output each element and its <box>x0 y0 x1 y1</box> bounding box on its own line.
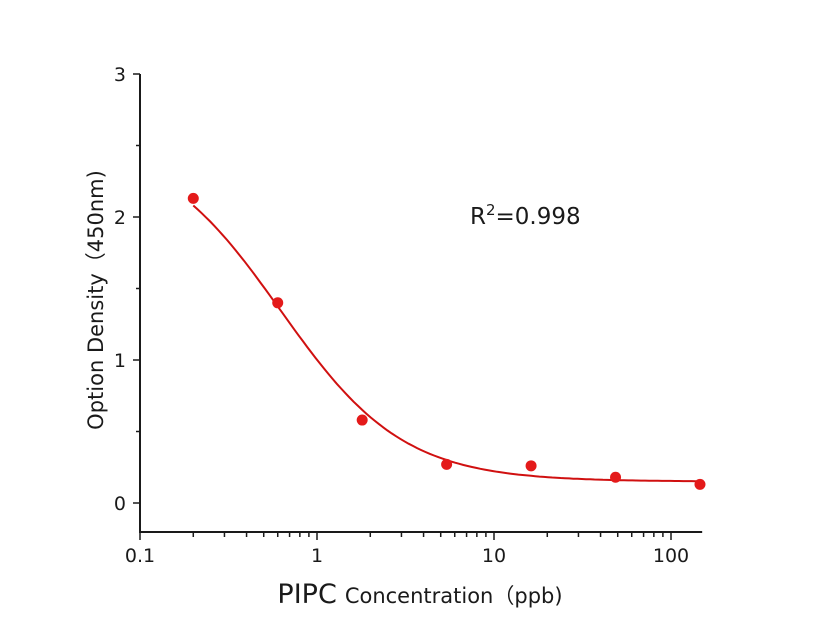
x-tick-label: 0.1 <box>125 545 155 567</box>
y-tick-label: 2 <box>114 207 126 229</box>
r-squared-base: R <box>470 204 486 230</box>
y-tick-label: 0 <box>114 493 126 515</box>
x-axis-title-unit: Concentration（ppb) <box>345 584 563 608</box>
y-axis-title: Option Density（450nm) <box>84 170 108 430</box>
y-tick-label: 1 <box>114 350 126 372</box>
data-point <box>356 414 368 426</box>
data-points <box>187 192 706 490</box>
data-point <box>525 460 537 472</box>
r-squared-annotation: R2=0.998 <box>470 201 581 230</box>
data-point <box>694 478 706 490</box>
x-tick-label: 10 <box>482 545 506 567</box>
x-axis-title-analyte: PIPC <box>277 579 336 610</box>
x-tick-label: 1 <box>311 545 323 567</box>
axes <box>139 74 703 533</box>
r-squared-sup: 2 <box>486 201 496 219</box>
r-squared-value: =0.998 <box>496 204 581 230</box>
data-point <box>610 471 622 483</box>
x-axis-title: PIPC Concentration（ppb) <box>277 579 562 610</box>
x-tick-label: 100 <box>653 545 689 567</box>
data-point <box>272 297 284 309</box>
y-tick-label: 3 <box>114 64 126 86</box>
fit-curve <box>192 204 700 483</box>
data-point <box>441 458 453 470</box>
ticks: 0 1 2 3 0.1 1 10 100 <box>114 64 689 567</box>
data-point <box>187 192 199 204</box>
